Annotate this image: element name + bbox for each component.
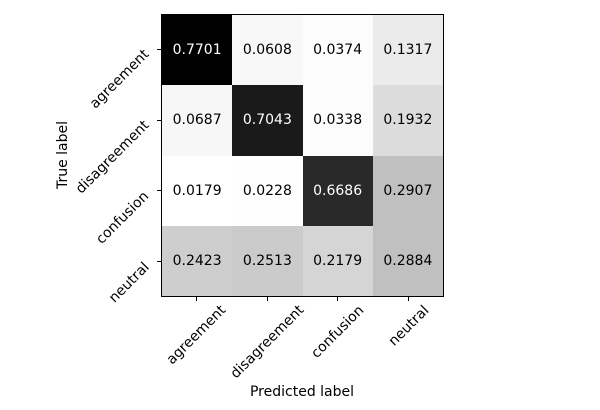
axis-tick <box>157 261 161 263</box>
cell-value: 0.0687 <box>172 112 222 129</box>
cell-value: 0.2907 <box>383 182 433 199</box>
matrix-cell-disagreement-disagreement: 0.7043 <box>232 85 303 156</box>
cell-value: 0.0608 <box>242 42 292 59</box>
matrix-cell-disagreement-neutral: 0.1932 <box>372 85 443 156</box>
y-axis-title: True label <box>55 120 71 190</box>
matrix-cell-agreement-disagreement: 0.0608 <box>232 15 303 86</box>
axis-tick <box>408 297 410 301</box>
axis-tick <box>266 297 268 301</box>
axis-tick <box>157 190 161 192</box>
matrix-cell-confusion-disagreement: 0.0228 <box>232 155 303 226</box>
cell-value: 0.1932 <box>383 112 433 129</box>
y-tick-label-agreement: agreement <box>87 46 153 113</box>
cell-value: 0.0374 <box>313 42 363 59</box>
cell-value: 0.7043 <box>242 112 292 129</box>
cell-value: 0.6686 <box>313 182 363 199</box>
cell-value: 0.0228 <box>242 182 292 199</box>
matrix-cell-agreement-neutral: 0.1317 <box>372 15 443 86</box>
matrix-cell-neutral-disagreement: 0.2513 <box>232 225 303 296</box>
matrix-cell-agreement-confusion: 0.0374 <box>302 15 373 86</box>
matrix-cell-disagreement-agreement: 0.0687 <box>162 85 233 156</box>
axis-tick <box>337 297 339 301</box>
cell-value: 0.0338 <box>313 112 363 129</box>
axis-tick <box>157 119 161 121</box>
y-tick-label-confusion: confusion <box>93 188 153 248</box>
cell-value: 0.2513 <box>242 252 292 269</box>
cell-value: 0.2179 <box>313 252 363 269</box>
x-tick-label-neutral: neutral <box>385 302 433 350</box>
cell-value: 0.2423 <box>172 252 222 269</box>
matrix-cell-confusion-neutral: 0.2907 <box>372 155 443 226</box>
matrix-cell-neutral-neutral: 0.2884 <box>372 225 443 296</box>
matrix-cell-confusion-confusion: 0.6686 <box>302 155 373 226</box>
cell-value: 0.0179 <box>172 182 222 199</box>
x-tick-label-confusion: confusion <box>308 302 368 362</box>
cell-value: 0.7701 <box>172 42 222 59</box>
matrix-cell-disagreement-confusion: 0.0338 <box>302 85 373 156</box>
x-tick-label-disagreement: disagreement <box>227 302 307 383</box>
axis-tick <box>195 297 197 301</box>
x-tick-label-agreement: agreement <box>163 302 230 369</box>
heatmap-plot: 0.7701 0.0608 0.0374 0.1317 0.0687 0.7043 0.03… <box>161 14 444 297</box>
matrix-cell-confusion-agreement: 0.0179 <box>162 155 233 226</box>
matrix-cell-agreement-agreement: 0.7701 <box>162 15 233 86</box>
y-tick-label-disagreement: disagreement <box>72 117 153 198</box>
matrix-cell-neutral-agreement: 0.2423 <box>162 225 233 296</box>
cell-value: 0.2884 <box>383 252 433 269</box>
cell-value: 0.1317 <box>383 42 433 59</box>
matrix-cell-neutral-confusion: 0.2179 <box>302 225 373 296</box>
y-tick-label-neutral: neutral <box>105 258 153 306</box>
axis-tick <box>157 48 161 50</box>
x-axis-title: Predicted label <box>249 384 355 400</box>
